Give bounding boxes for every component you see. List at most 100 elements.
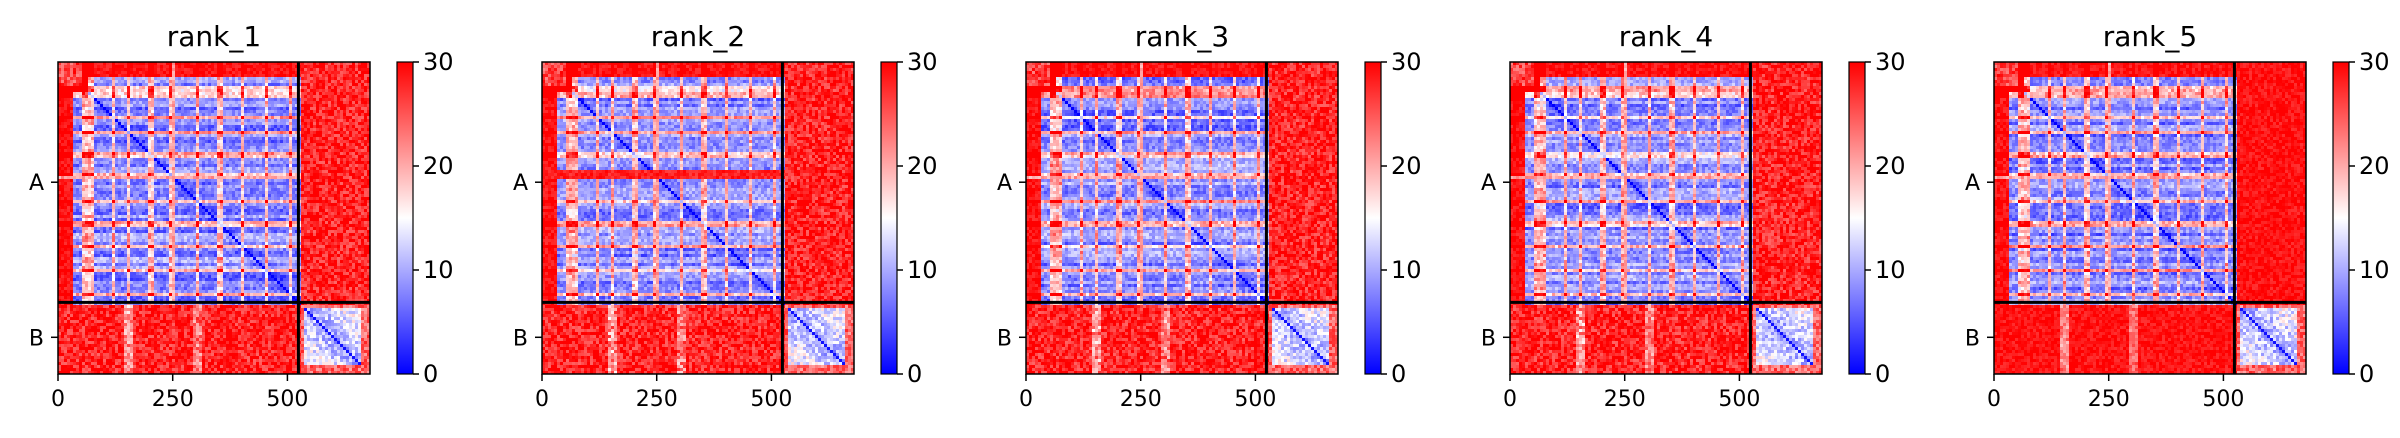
heatmap-cell bbox=[184, 83, 188, 87]
heatmap-cell bbox=[256, 77, 260, 81]
heatmap-cell bbox=[247, 86, 251, 90]
heatmap-cell bbox=[232, 92, 236, 96]
heatmap-cell bbox=[292, 92, 296, 96]
heatmap-cell bbox=[187, 65, 191, 69]
heatmap-cell bbox=[148, 71, 152, 75]
heatmap-cell bbox=[79, 68, 83, 72]
heatmap-cell bbox=[169, 113, 173, 117]
heatmap-cell bbox=[259, 107, 263, 111]
heatmap-cell bbox=[151, 71, 155, 75]
heatmap-cell bbox=[328, 119, 332, 123]
heatmap-cell bbox=[334, 68, 338, 72]
heatmap-cell bbox=[277, 92, 281, 96]
heatmap-cell bbox=[145, 83, 149, 87]
heatmap-cell bbox=[61, 83, 65, 87]
heatmap-cell bbox=[229, 107, 233, 111]
heatmap-cell bbox=[94, 89, 98, 93]
heatmap-cell bbox=[289, 65, 293, 69]
heatmap-cell bbox=[337, 71, 341, 75]
heatmap-cell bbox=[169, 74, 173, 78]
heatmap-cell bbox=[202, 83, 206, 87]
heatmap-cell bbox=[91, 104, 95, 108]
heatmap-cell bbox=[316, 65, 320, 69]
heatmap-cell bbox=[97, 122, 101, 126]
heatmap-cell bbox=[88, 71, 92, 75]
heatmap-cell bbox=[292, 83, 296, 87]
heatmap-cell bbox=[112, 80, 116, 84]
heatmap-cell bbox=[82, 122, 86, 126]
heatmap-cell bbox=[124, 86, 128, 90]
heatmap-cell bbox=[193, 86, 197, 90]
heatmap-cell bbox=[184, 80, 188, 84]
heatmap-cell bbox=[193, 83, 197, 87]
heatmap-cell bbox=[217, 92, 221, 96]
heatmap-cell bbox=[256, 71, 260, 75]
heatmap-cell bbox=[229, 92, 233, 96]
heatmap-cell bbox=[205, 80, 209, 84]
heatmap-cell bbox=[157, 98, 161, 102]
heatmap-cell bbox=[241, 116, 245, 120]
heatmap-cell bbox=[310, 98, 314, 102]
heatmap-cell bbox=[190, 95, 194, 99]
heatmap-cell bbox=[364, 68, 368, 72]
heatmap-cell bbox=[256, 95, 260, 99]
heatmap-cell bbox=[94, 101, 98, 105]
heatmap-cell bbox=[241, 65, 245, 69]
heatmap-cell bbox=[217, 86, 221, 90]
heatmap-cell bbox=[337, 89, 341, 93]
heatmap-cell bbox=[67, 89, 71, 93]
heatmap-cell bbox=[154, 101, 158, 105]
heatmap-cell bbox=[76, 95, 80, 99]
heatmap-cell bbox=[250, 71, 254, 75]
heatmap-cell bbox=[178, 86, 182, 90]
heatmap-cell bbox=[223, 68, 227, 72]
heatmap-cell bbox=[178, 101, 182, 105]
heatmap-cell bbox=[76, 71, 80, 75]
heatmap-cell bbox=[313, 86, 317, 90]
heatmap-cell bbox=[181, 113, 185, 117]
heatmap-cell bbox=[166, 95, 170, 99]
heatmap-cell bbox=[124, 122, 128, 126]
heatmap-cell bbox=[292, 74, 296, 78]
heatmap-cell bbox=[238, 116, 242, 120]
heatmap-cell bbox=[229, 68, 233, 72]
heatmap-cell bbox=[292, 110, 296, 114]
heatmap-cell bbox=[154, 92, 158, 96]
heatmap-cell bbox=[283, 65, 287, 69]
heatmap-cell bbox=[148, 101, 152, 105]
heatmap-cell bbox=[343, 83, 347, 87]
heatmap-cell bbox=[232, 71, 236, 75]
heatmap-cell bbox=[187, 86, 191, 90]
heatmap-cell bbox=[175, 101, 179, 105]
heatmap-cell bbox=[286, 113, 290, 117]
heatmap-cell bbox=[232, 119, 236, 123]
heatmap-cell bbox=[67, 107, 71, 111]
heatmap-cell bbox=[67, 98, 71, 102]
heatmap-cell bbox=[172, 113, 176, 117]
heatmap-cell bbox=[217, 77, 221, 81]
heatmap-cell bbox=[106, 92, 110, 96]
heatmap-cell bbox=[307, 98, 311, 102]
heatmap-cell bbox=[163, 95, 167, 99]
heatmap-cell bbox=[241, 110, 245, 114]
heatmap-cell bbox=[220, 119, 224, 123]
heatmap-cell bbox=[256, 83, 260, 87]
heatmap-cell bbox=[205, 83, 209, 87]
heatmap-cell bbox=[256, 89, 260, 93]
heatmap-cell bbox=[226, 71, 230, 75]
heatmap-cell bbox=[76, 68, 80, 72]
heatmap-cell bbox=[241, 92, 245, 96]
heatmap-cell bbox=[64, 104, 68, 108]
heatmap-cell bbox=[253, 89, 257, 93]
heatmap-cell bbox=[199, 71, 203, 75]
heatmap-cell bbox=[109, 89, 113, 93]
heatmap-cell bbox=[97, 110, 101, 114]
heatmap-cell bbox=[238, 110, 242, 114]
heatmap-cell bbox=[232, 83, 236, 87]
heatmap-cell bbox=[76, 101, 80, 105]
heatmap-cell bbox=[328, 101, 332, 105]
heatmap-cell bbox=[268, 83, 272, 87]
heatmap-cell bbox=[349, 116, 353, 120]
heatmap-cell bbox=[286, 104, 290, 108]
heatmap-cell bbox=[190, 89, 194, 93]
